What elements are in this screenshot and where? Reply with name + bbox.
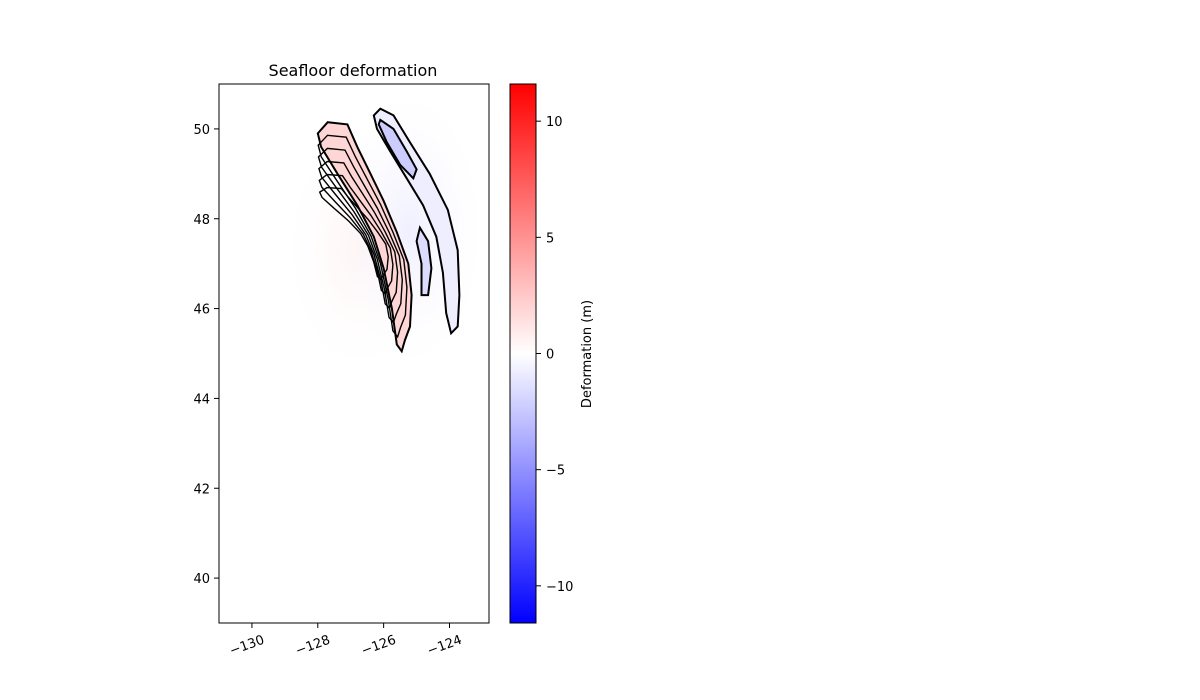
map-plot-area: −130 −128 −126 −124 40 42 44 46 48 50: [193, 83, 490, 659]
trench-contour-line: [318, 173, 394, 295]
colorbar-label: Deformation (m): [580, 300, 595, 408]
colorbar-tick-label: −5: [546, 464, 565, 479]
colorbar: −10 −5 0 5 10 Deformation (m): [509, 83, 595, 624]
dense-trench-contours: [317, 134, 408, 339]
plot-frame: [218, 83, 490, 624]
y-tick-label: 40: [193, 572, 210, 587]
colorbar-tick-label: 10: [546, 115, 563, 130]
trench-contour-line: [317, 134, 408, 339]
y-tick-label: 46: [193, 303, 210, 318]
colorbar-tick-label: 5: [546, 231, 554, 246]
trench-contour-line: [318, 160, 399, 310]
subsidence-halo: [330, 84, 489, 380]
x-tick-label: −130: [228, 633, 267, 659]
colorbar-tick-label: 0: [546, 348, 554, 363]
chart-title: Seafloor deformation: [269, 61, 438, 80]
subsidence-small-contour: [415, 225, 433, 297]
x-tick-label: −126: [359, 633, 398, 659]
subsidence-inner-contour: [377, 118, 418, 181]
x-axis: −130 −128 −126 −124: [228, 623, 464, 659]
colorbar-gradient: [509, 83, 537, 624]
trench-contour-line: [318, 186, 389, 281]
y-tick-label: 50: [193, 123, 210, 138]
x-tick-label: −128: [294, 633, 333, 659]
y-tick-label: 44: [193, 392, 210, 407]
y-tick-label: 42: [193, 482, 210, 497]
trench-contour-line: [317, 147, 404, 324]
x-tick-label: −124: [425, 633, 464, 659]
colorbar-ticks: −10 −5 0 5 10: [536, 115, 573, 595]
colorbar-tick-label: −10: [546, 580, 573, 595]
y-axis: 40 42 44 46 48 50: [193, 123, 219, 587]
y-tick-label: 48: [193, 213, 210, 228]
